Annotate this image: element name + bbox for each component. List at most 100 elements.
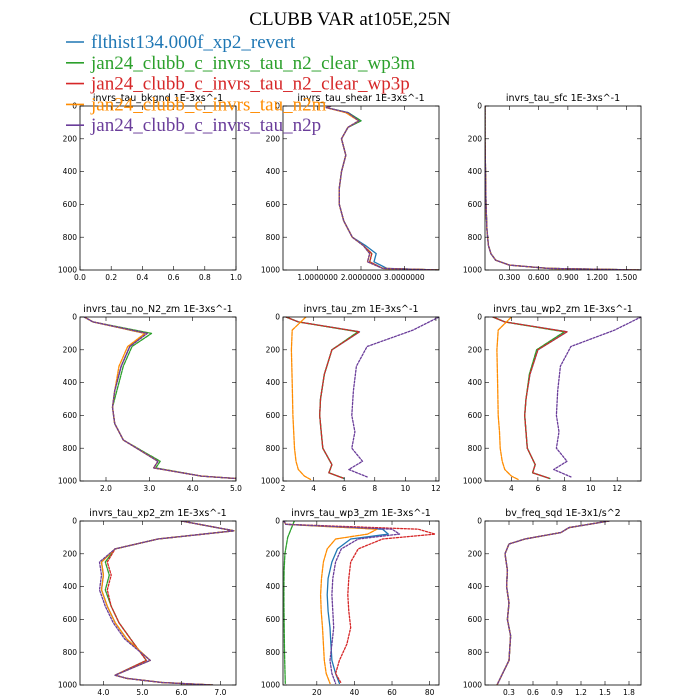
x-tick-label: 60: [387, 688, 397, 697]
plot-frame: [484, 520, 642, 686]
x-tick-label: 5.0: [230, 484, 242, 493]
series-line-1: [83, 317, 236, 480]
y-tick-label: 200: [468, 134, 483, 143]
series-line-2: [492, 317, 565, 480]
y-tick-label: 200: [63, 549, 78, 558]
y-tick-label: 1000: [261, 266, 280, 275]
y-tick-label: 1000: [58, 681, 77, 690]
curves: [283, 521, 436, 685]
legend-label: jan24_clubb_c_invrs_tau_n2m: [90, 94, 327, 115]
y-tick-label: 400: [63, 167, 78, 176]
series-line-4: [496, 521, 610, 685]
y-tick-label: 1000: [58, 477, 77, 486]
y-tick-label: 600: [63, 615, 78, 624]
x-tick-label: 1.8: [623, 688, 635, 697]
x-tick-label: 0.3: [503, 688, 515, 697]
y-tick-label: 600: [468, 411, 483, 420]
y-tick-label: 800: [468, 444, 483, 453]
y-tick-label: 400: [266, 378, 281, 387]
x-tick-label: 10: [586, 484, 596, 493]
x-tick-label: 0.0: [74, 273, 86, 282]
series-line-1: [285, 317, 361, 480]
panel-title: invrs_tau_bkgnd 1E-3xs^-1: [93, 93, 223, 104]
y-tick-label: 800: [468, 648, 483, 657]
legend-label: flthist134.000f_xp2_revert: [91, 32, 296, 53]
series-line-4: [485, 106, 641, 270]
panel-title: invrs_tau_xp2_zm 1E-3xs^-1: [89, 508, 226, 519]
series-line-3: [283, 521, 436, 685]
legend: flthist134.000f_xp2_revert jan24_clubb_c_…: [66, 32, 415, 136]
series-line-4: [325, 106, 439, 270]
x-tick-label: 12: [431, 484, 441, 493]
panel-3: invrs_tau_sfc 1E-3xs^-1 0 200 400 600 800 1000…: [463, 93, 642, 282]
x-tick-label: 8: [372, 484, 377, 493]
y-tick-label: 600: [63, 200, 78, 209]
x-tick-label: 4.0: [187, 484, 199, 493]
y-tick-label: 800: [266, 648, 281, 657]
y-tick-label: 600: [63, 411, 78, 420]
series-line-4: [496, 317, 519, 481]
series-line-2: [83, 317, 236, 480]
y-tick-label: 800: [468, 233, 483, 242]
y-tick-label: 600: [468, 615, 483, 624]
x-tick-label: 1.5: [599, 688, 611, 697]
y-tick-label: 1000: [463, 477, 482, 486]
x-tick-label: 12: [612, 484, 622, 493]
series-line-2: [283, 521, 295, 685]
y-tick-label: 200: [468, 345, 483, 354]
curves: [285, 317, 439, 481]
legend-label: jan24_clubb_c_invrs_tau_n2p: [90, 115, 321, 136]
series-line-4: [290, 317, 312, 481]
y-tick-label: 0: [477, 313, 482, 322]
panel-title: invrs_tau_sfc 1E-3xs^-1: [506, 93, 620, 104]
panel-title: invrs_tau_wp2_zm 1E-3xs^-1: [493, 304, 633, 315]
series-line-2: [325, 106, 439, 270]
series-line-3: [325, 106, 439, 270]
y-tick-label: 400: [266, 167, 281, 176]
y-tick-label: 200: [266, 134, 281, 143]
y-tick-label: 800: [266, 444, 281, 453]
panel-9: bv_freq_sqd 1E-3x1/s^2 0 200 400 600 800 1000 0…: [463, 508, 642, 697]
series-line-5: [553, 317, 641, 478]
x-tick-label: 0.4: [136, 273, 148, 282]
y-tick-label: 0: [72, 102, 77, 111]
series-line-3: [496, 521, 610, 685]
curves: [325, 106, 439, 270]
series-line-4: [83, 317, 236, 480]
y-tick-label: 0: [477, 517, 482, 526]
x-tick-label: 80: [425, 688, 435, 697]
y-tick-label: 800: [266, 233, 281, 242]
series-line-3: [285, 317, 361, 480]
series-line-1: [325, 106, 439, 270]
x-tick-label: 1.2: [575, 688, 587, 697]
y-tick-label: 600: [266, 200, 281, 209]
x-tick-label: 3.0: [143, 484, 155, 493]
x-tick-label: 10: [401, 484, 411, 493]
x-tick-label: 7.0: [214, 688, 226, 697]
curves: [98, 521, 235, 685]
series-line-2: [285, 317, 359, 480]
series-line-3: [83, 317, 236, 480]
x-tick-label: 6.0: [175, 688, 187, 697]
legend-entry-5: jan24_clubb_c_invrs_tau_n2p: [66, 115, 321, 136]
figure-title: CLUBB VAR at105E,25N: [249, 9, 451, 30]
y-tick-label: 0: [72, 517, 77, 526]
y-tick-label: 200: [468, 549, 483, 558]
x-tick-label: 0.8: [199, 273, 211, 282]
panel-2: invrs_tau_shear 1E-3xs^-1 0 200 400 600 800 10…: [261, 93, 440, 282]
y-tick-label: 400: [63, 378, 78, 387]
y-tick-label: 1000: [261, 477, 280, 486]
series-line-4: [283, 521, 378, 685]
y-tick-label: 1000: [463, 681, 482, 690]
y-tick-label: 0: [72, 313, 77, 322]
x-tick-label: 8: [562, 484, 567, 493]
y-tick-label: 400: [63, 582, 78, 591]
plot-frame: [282, 520, 440, 686]
y-tick-label: 800: [63, 648, 78, 657]
series-line-2: [496, 521, 610, 685]
y-tick-label: 0: [275, 517, 280, 526]
y-tick-label: 600: [468, 200, 483, 209]
series-line-5: [325, 106, 439, 270]
y-tick-label: 1000: [58, 266, 77, 275]
